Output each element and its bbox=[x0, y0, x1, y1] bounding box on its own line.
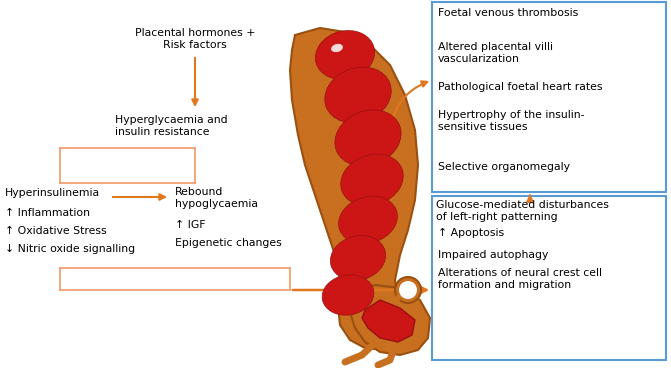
Text: Impaired autophagy: Impaired autophagy bbox=[438, 250, 548, 260]
Text: Glucose-mediated disturbances
of left-right patterning: Glucose-mediated disturbances of left-ri… bbox=[436, 200, 609, 222]
Text: ↑ Apoptosis: ↑ Apoptosis bbox=[438, 228, 504, 238]
Text: ↑ IGF: ↑ IGF bbox=[175, 220, 205, 230]
Ellipse shape bbox=[331, 44, 343, 52]
Ellipse shape bbox=[330, 236, 386, 280]
Text: ↑ Inflammation: ↑ Inflammation bbox=[5, 208, 90, 218]
Text: Placental hormones +
Risk factors: Placental hormones + Risk factors bbox=[135, 28, 255, 50]
Circle shape bbox=[395, 277, 421, 303]
Ellipse shape bbox=[341, 154, 403, 206]
Text: Selective organomegaly: Selective organomegaly bbox=[438, 162, 570, 172]
Ellipse shape bbox=[322, 275, 374, 315]
Text: Foetal venous thrombosis: Foetal venous thrombosis bbox=[438, 8, 578, 18]
Text: Rebound
hypoglycaemia: Rebound hypoglycaemia bbox=[175, 187, 258, 209]
Text: ↑ Oxidative Stress: ↑ Oxidative Stress bbox=[5, 226, 107, 236]
Ellipse shape bbox=[335, 110, 401, 166]
Text: Hyperglycaemia and
insulin resistance: Hyperglycaemia and insulin resistance bbox=[115, 115, 227, 137]
Polygon shape bbox=[290, 28, 418, 350]
Text: Pathological foetal heart rates: Pathological foetal heart rates bbox=[438, 82, 603, 92]
FancyBboxPatch shape bbox=[432, 196, 666, 360]
Circle shape bbox=[399, 281, 417, 299]
Text: Alterations of neural crest cell
formation and migration: Alterations of neural crest cell formati… bbox=[438, 268, 602, 290]
Text: Hyperinsulinemia: Hyperinsulinemia bbox=[5, 188, 100, 198]
Polygon shape bbox=[350, 285, 430, 355]
Ellipse shape bbox=[325, 67, 391, 123]
Ellipse shape bbox=[339, 196, 397, 244]
FancyBboxPatch shape bbox=[432, 2, 666, 192]
Ellipse shape bbox=[315, 31, 374, 79]
Text: ↓ Nitric oxide signalling: ↓ Nitric oxide signalling bbox=[5, 244, 135, 254]
Text: Epigenetic changes: Epigenetic changes bbox=[175, 238, 282, 248]
Text: Hypertrophy of the insulin-
sensitive tissues: Hypertrophy of the insulin- sensitive ti… bbox=[438, 110, 584, 132]
Text: Altered placental villi
vascularization: Altered placental villi vascularization bbox=[438, 42, 553, 64]
Polygon shape bbox=[362, 300, 415, 342]
